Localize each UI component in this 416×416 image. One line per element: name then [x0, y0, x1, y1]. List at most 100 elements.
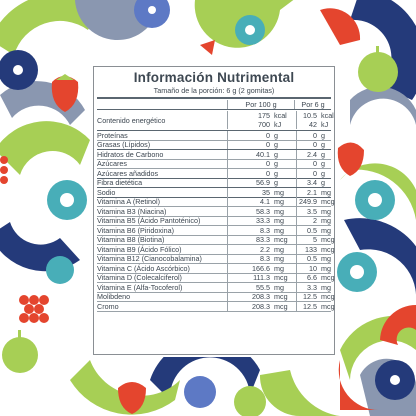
unit-per-serving: mcg	[321, 273, 335, 283]
unit-per-100g: mg	[274, 206, 284, 216]
value-per-serving: 10.5	[303, 111, 317, 120]
nutrient-name: Vitamina D (Colecalciferol)	[97, 273, 182, 283]
value-per-serving: 42	[309, 120, 317, 129]
value-per-100g: 0	[227, 140, 272, 150]
value-per-serving: 12.5	[296, 301, 319, 311]
blueberry-icon	[184, 376, 216, 408]
value-per-serving: 5	[296, 235, 319, 245]
unit-per-serving: mg	[321, 263, 331, 273]
unit-per-100g: mcg	[274, 301, 288, 311]
raspberry-icon	[0, 156, 8, 184]
orange-slice-icon	[200, 40, 215, 55]
value-per-serving: 0.5	[296, 225, 319, 235]
value-per-100g: 55.5	[227, 282, 272, 292]
nutrient-name: Vitamina A (Retinol)	[97, 197, 160, 207]
nutrient-name: Cromo	[97, 301, 119, 311]
nutrient-row: Vitamina B5 (Ácido Pantoténico) 33.3 mg 2 mg	[97, 216, 331, 226]
nutrient-rows: Proteínas 0 g 0 g Grasas (Lípidos) 0 g 0 g Hidrato…	[97, 130, 335, 312]
unit-per-serving: kJ	[321, 120, 329, 129]
unit-per-serving: mg	[321, 206, 331, 216]
apple-icon	[234, 386, 266, 416]
unit-per-100g: mg	[274, 254, 284, 264]
value-per-100g: 700	[258, 120, 270, 129]
nutrient-name: Proteínas	[97, 130, 128, 140]
value-per-serving: 0	[296, 168, 319, 178]
nutrient-row: Vitamina B9 (Ácido Fólico) 2.2 mg 133 mcg	[97, 244, 335, 255]
apple-icon	[2, 330, 38, 373]
unit-per-100g: mcg	[274, 292, 288, 302]
value-per-100g: 175	[258, 111, 270, 120]
value-per-100g: 33.3	[227, 216, 272, 226]
blueberry-icon	[375, 360, 415, 400]
value-per-serving: 0	[296, 140, 319, 150]
value-per-100g: 111.3	[227, 273, 272, 283]
value-per-serving: 2	[296, 216, 319, 226]
unit-per-100g: mg	[274, 197, 284, 207]
orange-slice-icon	[380, 304, 416, 345]
value-per-serving: 0.5	[296, 254, 319, 264]
unit-per-100g: g	[274, 149, 278, 159]
unit-per-serving: mg	[321, 187, 331, 197]
strawberry-icon	[51, 74, 79, 112]
nutrition-table: Por 100 g Por 6 g Contenido energético 1…	[97, 99, 335, 312]
nutrient-name: Contenido energético	[97, 115, 166, 125]
nutrient-row: Azúcares añadidos 0 g 0 g	[97, 168, 331, 179]
value-per-serving: 0	[296, 130, 319, 140]
nutrient-row: Vitamina D (Colecalciferol) 111.3 mcg 6.6 mc…	[97, 273, 335, 283]
lime-arc-shape	[340, 163, 416, 220]
nutrient-row: Vitamina B6 (Piridoxina) 8.3 mg 0.5 mg	[97, 225, 331, 236]
lime-arc-shape	[0, 121, 90, 175]
nutrient-name: Vitamina B12 (Cianocobalamina)	[97, 254, 202, 264]
value-per-100g: 208.3	[227, 301, 272, 311]
navy-arc-shape	[350, 0, 416, 100]
value-per-serving: 133	[296, 244, 319, 254]
nutrient-name: Vitamina B5 (Ácido Pantoténico)	[97, 216, 201, 226]
nutrient-name: Azúcares	[97, 159, 127, 169]
unit-per-serving: mcg	[321, 197, 335, 207]
unit-per-serving: g	[321, 149, 325, 159]
value-per-100g: 4.1	[227, 197, 272, 207]
value-per-serving: 2.4	[296, 149, 319, 159]
unit-per-100g: mg	[274, 263, 284, 273]
unit-per-serving: g	[321, 130, 325, 140]
value-per-serving: 6.6	[296, 273, 319, 283]
value-per-100g: 8.3	[227, 254, 272, 264]
unit-per-100g: mg	[274, 244, 284, 254]
nutrient-row: Proteínas 0 g 0 g	[97, 130, 331, 141]
watermelon-slice-icon	[259, 370, 340, 416]
slate-arc-shape	[350, 86, 416, 140]
value-per-100g: 0	[227, 159, 272, 169]
lime-arc-shape	[70, 360, 180, 415]
value-per-100g: 0	[227, 130, 272, 140]
nutrient-row: Vitamina B3 (Niacina) 58.3 mg 3.5 mg	[97, 206, 331, 217]
nutrient-row: Vitamina C (Ácido Ascórbico) 166.6 mg 10 mg	[97, 263, 331, 274]
value-per-serving: 2.1	[296, 187, 319, 197]
nutrient-name: Hidratos de Carbono	[97, 149, 164, 159]
nutrient-row: Grasas (Lípidos) 0 g 0 g	[97, 140, 331, 150]
value-per-serving: 3.4	[296, 178, 319, 188]
unit-per-100g: g	[274, 168, 278, 178]
label-title: Información Nutrimental	[133, 70, 295, 85]
table-header: Por 100 g Por 6 g	[97, 99, 331, 110]
unit-per-100g: mg	[274, 225, 284, 235]
unit-per-100g: mg	[274, 187, 284, 197]
nutrient-name: Vitamina B9 (Ácido Fólico)	[97, 244, 182, 254]
value-per-100g: 83.3	[227, 235, 272, 245]
value-per-serving: 0	[296, 159, 319, 169]
unit-per-100g: g	[274, 178, 278, 188]
nutrient-name: Molibdeno	[97, 292, 131, 302]
lime-arc-shape	[0, 0, 100, 55]
column-header-per-serving: Por 6 g	[294, 99, 331, 109]
nutrient-name: Fibra dietética	[97, 178, 143, 188]
value-per-100g: 56.9	[227, 178, 272, 188]
nutrient-row: Vitamina E (Alfa-Tocoferol) 55.5 mg 3.3 mg	[97, 282, 331, 293]
unit-per-serving: mg	[321, 282, 331, 292]
nutrient-row: Vitamina B12 (Cianocobalamina) 8.3 mg 0.5 mg	[97, 254, 331, 264]
unit-per-100g: kcal	[274, 111, 287, 120]
unit-per-100g: mg	[274, 216, 284, 226]
value-per-100g: 2.2	[227, 244, 272, 254]
value-per-100g: 40.1	[227, 149, 272, 159]
unit-per-serving: mcg	[321, 292, 335, 302]
nutrient-name: Vitamina C (Ácido Ascórbico)	[97, 263, 190, 273]
